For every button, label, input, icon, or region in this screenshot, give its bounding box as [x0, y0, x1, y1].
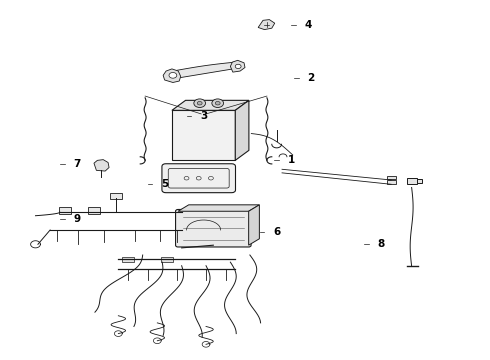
Polygon shape — [177, 62, 235, 78]
Text: 4: 4 — [305, 19, 312, 30]
Text: 9: 9 — [74, 214, 80, 224]
Text: 8: 8 — [378, 239, 385, 249]
Polygon shape — [94, 159, 109, 171]
Text: 7: 7 — [73, 159, 80, 169]
Polygon shape — [163, 69, 181, 82]
Text: 5: 5 — [161, 179, 168, 189]
FancyBboxPatch shape — [162, 164, 236, 193]
Text: 6: 6 — [273, 227, 280, 237]
Polygon shape — [178, 205, 259, 211]
Bar — [88, 207, 100, 213]
Polygon shape — [258, 19, 275, 30]
Bar — [110, 193, 122, 199]
Bar — [407, 178, 416, 184]
Polygon shape — [230, 60, 245, 72]
Text: 1: 1 — [288, 156, 295, 165]
Circle shape — [235, 64, 241, 68]
Bar — [161, 257, 173, 262]
Circle shape — [215, 102, 220, 105]
Circle shape — [169, 72, 177, 78]
Bar — [387, 180, 396, 184]
FancyBboxPatch shape — [175, 210, 251, 247]
Bar — [387, 176, 396, 179]
Bar — [59, 207, 71, 213]
Bar — [122, 257, 134, 262]
Bar — [416, 179, 422, 183]
Circle shape — [212, 99, 223, 108]
Polygon shape — [235, 100, 249, 160]
Circle shape — [197, 102, 202, 105]
Polygon shape — [172, 100, 249, 111]
Polygon shape — [172, 111, 235, 160]
Text: 3: 3 — [200, 111, 207, 121]
Text: 2: 2 — [307, 73, 315, 83]
Polygon shape — [248, 205, 259, 245]
Circle shape — [194, 99, 205, 108]
